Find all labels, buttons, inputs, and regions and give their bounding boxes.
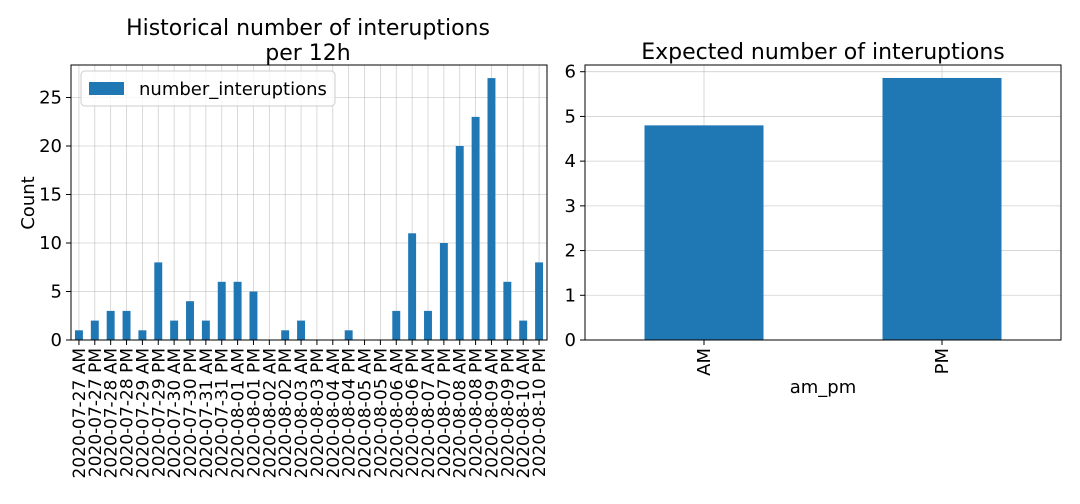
x-tick-label: 2020-08-04 PM [340,348,360,477]
bar [170,320,179,340]
historical-y-axis-label: Count [18,176,39,229]
x-tick-label: 2020-08-06 PM [403,348,423,477]
legend-swatch [89,82,124,95]
historical-title-line1: Historical number of interuptions [126,16,490,41]
bar [122,310,131,340]
bar [186,301,194,340]
x-tick-label: 2020-08-04 AM [324,348,344,479]
x-tick-label: 2020-08-10 AM [514,348,534,479]
y-tick-label: 1 [565,285,576,306]
expected-x-ticks: AM PM [694,340,953,376]
x-tick-label: 2020-08-05 AM [356,348,376,479]
x-tick-label: AM [694,348,715,376]
bar [297,320,306,340]
expected-bars [644,77,1002,341]
bar [233,281,242,340]
expected-chart: 0 1 2 3 4 5 6 AM PM Expected number of interupt… [565,40,1062,398]
historical-bars [74,78,544,341]
x-tick-label: 2020-07-28 AM [102,348,122,479]
x-tick-label: 2020-08-06 AM [387,348,407,479]
legend-label: number_interuptions [139,79,327,100]
bar [503,281,512,340]
bar [90,320,99,340]
y-tick-label: 25 [39,87,62,108]
bar [408,233,417,340]
y-tick-label: 20 [39,136,62,157]
x-tick-label: 2020-07-31 PM [213,348,233,477]
x-tick-label: 2020-07-30 PM [181,348,201,477]
x-tick-label: 2020-08-07 AM [419,348,439,479]
x-tick-label: 2020-07-27 AM [70,348,90,479]
expected-axes-frame [584,64,1062,341]
x-tick-label: 2020-08-02 AM [260,348,280,479]
x-tick-label: 2020-08-01 AM [229,348,249,479]
y-tick-label: 5 [565,106,576,127]
y-tick-label: 2 [565,241,576,262]
bar [281,330,290,340]
x-tick-label: 2020-07-31 AM [197,348,217,479]
x-tick-label: 2020-08-09 AM [482,348,502,479]
x-tick-label: 2020-08-07 PM [435,348,455,477]
bar [487,78,496,340]
x-tick-label: 2020-07-28 PM [118,348,138,477]
x-tick-label: 2020-08-02 PM [276,348,296,477]
bar [392,310,401,340]
y-tick-label: 6 [565,62,576,83]
bar [249,291,258,340]
bar [424,310,432,340]
bar [882,77,1002,341]
bar [471,116,480,341]
x-tick-label: 2020-08-10 PM [530,348,550,477]
y-tick-label: 0 [565,330,576,351]
expected-x-axis-label: am_pm [790,377,857,398]
bar [535,262,544,340]
bar [344,330,353,340]
y-tick-label: 15 [39,184,62,205]
y-tick-label: 3 [565,196,576,217]
x-tick-label: 2020-08-03 PM [308,348,328,477]
bar [201,320,210,340]
historical-legend: number_interuptions [80,70,336,107]
legend-frame [80,70,336,107]
historical-title-line2: per 12h [265,41,350,66]
x-tick-label: 2020-08-09 PM [498,348,518,477]
bar [106,310,115,340]
bar [439,242,448,340]
x-tick-label: 2020-07-29 PM [149,348,169,477]
bar [644,125,764,341]
bar [138,330,147,340]
historical-axes-frame [70,64,548,341]
x-tick-label: 2020-07-29 AM [133,348,153,479]
x-tick-label: PM [932,348,953,374]
y-tick-label: 4 [565,151,576,172]
x-tick-label: 2020-08-01 PM [244,348,264,477]
bar [154,262,163,340]
expected-title: Expected number of interuptions [641,40,1004,65]
bar [519,320,528,340]
x-tick-label: 2020-07-27 PM [86,348,106,477]
bar [217,281,226,340]
historical-y-ticks: 0 5 10 15 20 25 [39,87,71,351]
x-tick-label: 2020-08-08 PM [467,348,487,477]
y-tick-label: 5 [51,281,62,302]
y-tick-label: 10 [39,233,62,254]
x-tick-label: 2020-08-03 AM [292,348,312,479]
bar [455,145,464,340]
x-tick-label: 2020-08-05 PM [371,348,391,477]
x-tick-label: 2020-08-08 AM [451,348,471,479]
bar [74,330,83,340]
x-tick-label: 2020-07-30 AM [165,348,185,479]
y-tick-label: 0 [51,330,62,351]
expected-y-ticks: 0 1 2 3 4 5 6 [565,62,585,351]
